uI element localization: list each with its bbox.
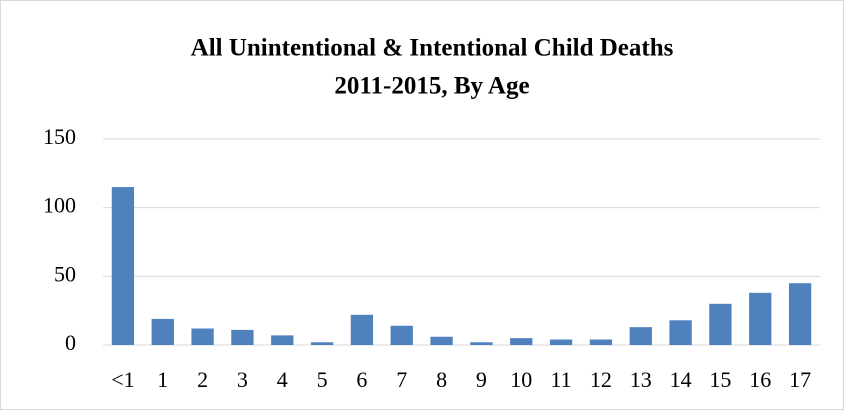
y-tick-label: 150 <box>43 124 76 149</box>
bar <box>788 283 812 345</box>
bar <box>549 339 573 345</box>
x-tick-label: 9 <box>476 367 487 392</box>
bar <box>151 318 174 345</box>
x-tick-label: 3 <box>237 367 248 392</box>
x-tick-label: 4 <box>277 367 288 392</box>
bar <box>430 336 453 345</box>
bar <box>310 342 334 345</box>
x-tick-label: <1 <box>111 367 134 392</box>
bar <box>231 329 254 345</box>
x-tick-label: 8 <box>436 367 447 392</box>
chart-title: All Unintentional & Intentional Child De… <box>191 35 674 62</box>
bar <box>510 338 533 345</box>
x-tick-label: 13 <box>630 367 652 392</box>
x-tick-label: 6 <box>356 367 367 392</box>
bar <box>749 292 772 345</box>
bar <box>350 314 374 345</box>
x-tick-label: 1 <box>157 367 168 392</box>
y-tick-label: 100 <box>43 193 76 218</box>
bar <box>709 303 732 345</box>
x-tick-label: 16 <box>749 367 771 392</box>
y-tick-label: 50 <box>54 261 76 286</box>
bar <box>470 342 493 345</box>
x-tick-label: 10 <box>510 367 532 392</box>
x-tick-label: 5 <box>317 367 328 392</box>
bar <box>669 320 692 345</box>
bar <box>111 187 135 345</box>
x-tick-label: 12 <box>590 367 612 392</box>
chart-title: 2011-2015, By Age <box>334 73 529 100</box>
x-tick-label: 17 <box>789 367 811 392</box>
bar <box>390 325 413 345</box>
x-tick-label: 14 <box>670 367 692 392</box>
bar <box>191 328 214 345</box>
x-tick-label: 2 <box>197 367 208 392</box>
y-tick-label: 0 <box>65 330 76 355</box>
bar <box>271 335 294 345</box>
x-tick-label: 15 <box>709 367 731 392</box>
x-tick-label: 7 <box>396 367 407 392</box>
bar <box>589 339 613 345</box>
x-tick-label: 11 <box>550 367 571 392</box>
bar <box>629 327 652 345</box>
